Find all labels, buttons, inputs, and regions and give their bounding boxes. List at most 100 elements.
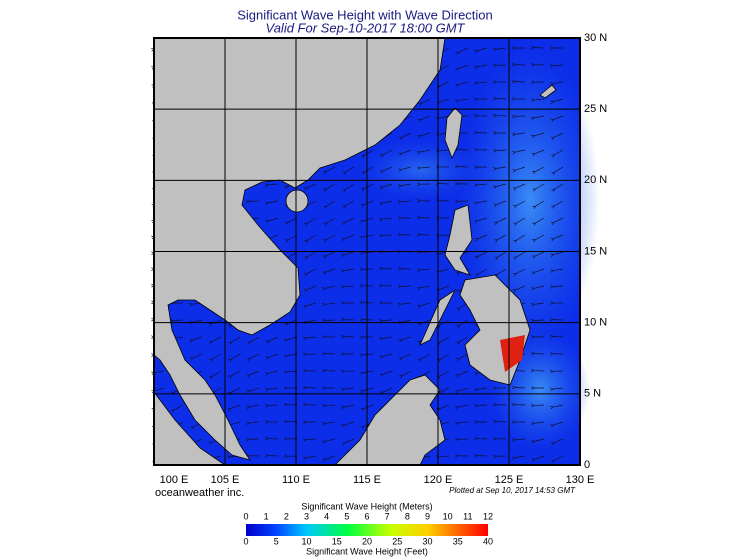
wave-arrow xyxy=(341,387,355,392)
wave-arrow xyxy=(551,200,564,209)
wave-arrow xyxy=(474,183,488,187)
wave-arrow xyxy=(493,386,507,390)
wave-arrow xyxy=(265,403,279,408)
wave-arrow xyxy=(475,268,488,277)
wave-arrow xyxy=(474,403,488,408)
wave-arrow xyxy=(360,335,374,339)
wave-arrow xyxy=(284,402,298,407)
wave-arrow xyxy=(303,183,317,191)
wave-arrow xyxy=(341,251,355,257)
wave-arrow xyxy=(550,369,564,374)
wave-arrow xyxy=(341,334,355,339)
wave-arrow xyxy=(455,164,469,169)
wave-arrow xyxy=(247,336,260,345)
ryukyu xyxy=(539,84,557,99)
wave-arrow xyxy=(474,217,488,224)
wave-arrow xyxy=(341,404,355,410)
wave-arrow xyxy=(474,234,488,242)
wave-arrow xyxy=(531,455,545,462)
wave-arrow xyxy=(455,453,469,458)
wave-arrow xyxy=(265,217,279,224)
wave-arrow xyxy=(323,183,336,192)
wave-arrow xyxy=(417,115,431,123)
wave-arrow xyxy=(228,353,241,362)
wave-arrow xyxy=(550,81,564,86)
wave-arrow xyxy=(322,268,336,275)
wave-arrow xyxy=(380,149,393,158)
wave-arrow xyxy=(360,370,374,375)
wave-arrow xyxy=(474,130,488,135)
wave-arrow xyxy=(550,251,564,257)
lat-label: 5 N xyxy=(584,388,601,400)
wave-arrow xyxy=(512,79,526,84)
wave-arrow xyxy=(265,436,279,441)
wave-arrow xyxy=(304,268,317,277)
feet-label: 0 xyxy=(243,536,248,546)
credit: oceanweather inc. xyxy=(155,487,244,499)
wave-arrow xyxy=(398,166,412,172)
wave-arrow xyxy=(550,387,564,392)
wave-arrow xyxy=(493,436,507,441)
wave-arrow xyxy=(550,98,564,104)
colorbar-labels: 0 1 2 3 4 5 6 7 8 9 10 11 120 5 10 15 20 25 30 35 40 xyxy=(243,511,493,546)
wave-arrow xyxy=(493,149,507,153)
meter-label: 9 xyxy=(425,511,430,521)
wave-arrow xyxy=(341,301,355,305)
lat-label: 0 xyxy=(584,459,590,471)
wave-arrow xyxy=(341,438,355,446)
wave-arrow xyxy=(455,98,469,103)
wave-arrow xyxy=(247,353,260,362)
wave-arrow xyxy=(417,149,431,155)
wave-arrow xyxy=(265,353,279,360)
wave-arrow xyxy=(531,62,545,67)
wave-arrow xyxy=(209,336,222,345)
wave-arrow xyxy=(550,234,564,242)
wave-arrow xyxy=(379,353,393,359)
wave-arrow xyxy=(322,351,336,356)
wave-arrow xyxy=(341,351,355,356)
wave-arrow xyxy=(474,436,488,441)
wave-arrow xyxy=(342,183,355,192)
wave-arrow xyxy=(493,217,507,225)
wave-arrow xyxy=(360,387,374,394)
wave-arrow xyxy=(189,336,203,343)
wave-arrow xyxy=(284,217,298,225)
wave-arrow xyxy=(284,419,298,424)
wave-arrow xyxy=(303,336,317,341)
wave-arrow xyxy=(398,266,412,271)
wave-arrow xyxy=(398,232,412,237)
meter-label: 12 xyxy=(483,511,493,521)
land xyxy=(153,37,557,466)
wave-arrow xyxy=(512,385,526,390)
wave-arrow xyxy=(379,166,393,174)
wave-arrow xyxy=(361,149,374,158)
wave-arrow xyxy=(550,404,564,410)
wave-arrow xyxy=(493,113,507,118)
wave-arrow xyxy=(246,370,260,378)
feet-label: 35 xyxy=(453,536,463,546)
wave-arrow xyxy=(322,403,336,408)
wave-arrow xyxy=(512,420,526,424)
wave-arrow xyxy=(303,402,317,407)
hainan xyxy=(285,189,309,213)
wave-arrow xyxy=(322,251,336,259)
wave-arrow xyxy=(303,302,317,309)
wave-arrow xyxy=(417,302,431,309)
wave-arrow xyxy=(474,47,488,54)
wave-arrow xyxy=(379,233,393,238)
wave-arrow xyxy=(513,251,526,260)
ocean-shade xyxy=(360,140,480,200)
wave-arrow xyxy=(550,132,564,140)
wave-arrow xyxy=(379,336,393,341)
wave-arrow xyxy=(494,234,507,243)
wave-arrow xyxy=(228,336,241,345)
wave-arrow xyxy=(512,285,526,293)
wave-arrow xyxy=(398,183,412,188)
wave-arrow xyxy=(532,217,545,226)
wave-arrow xyxy=(341,268,355,273)
wave-arrow xyxy=(512,402,526,407)
wave-arrow xyxy=(474,113,488,118)
lat-label: 25 N xyxy=(584,103,607,115)
wave-arrow xyxy=(512,166,526,173)
